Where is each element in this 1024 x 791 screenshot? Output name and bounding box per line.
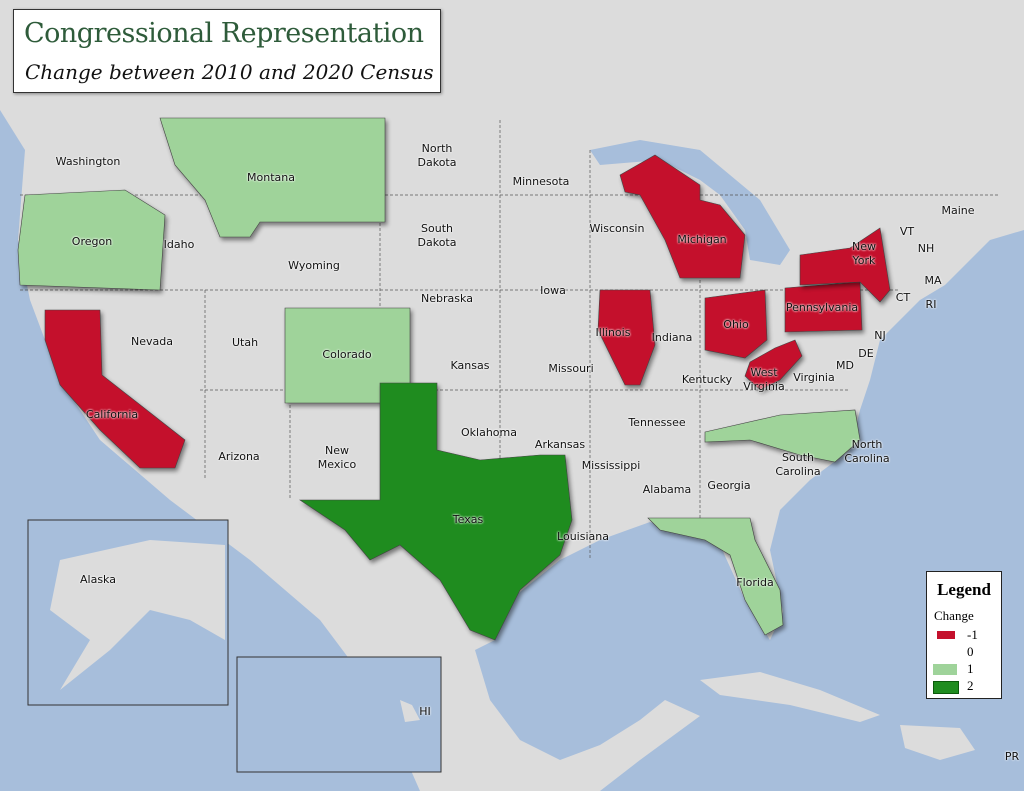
title-box: Congressional Representation Change betw… <box>13 9 441 93</box>
state-label-oklahoma: Oklahoma <box>461 426 517 439</box>
legend-label: 0 <box>967 644 974 659</box>
state-label-iowa: Iowa <box>540 284 566 297</box>
hispaniola <box>900 725 975 760</box>
state-label-louisiana: Louisiana <box>557 530 609 543</box>
state-west-virginia <box>744 339 803 391</box>
legend: Legend Change -1 0 1 2 <box>926 571 1002 699</box>
state-label-ri: RI <box>925 298 937 311</box>
state-label-new-york: New York <box>852 240 876 267</box>
state-label-virginia: Virginia <box>793 371 835 384</box>
state-label-pr: PR <box>1004 750 1020 763</box>
state-label-michigan: Michigan <box>677 233 727 246</box>
state-label-florida: Florida <box>736 576 774 589</box>
state-label-maine: Maine <box>941 204 975 217</box>
state-label-montana: Montana <box>247 171 295 184</box>
state-label-kentucky: Kentucky <box>681 373 733 386</box>
state-label-south-carolina: South Carolina <box>775 451 821 478</box>
state-label-west-virginia: West Virginia <box>743 366 785 393</box>
state-texas <box>299 382 573 641</box>
state-label-mississippi: Mississippi <box>581 459 641 472</box>
alaska-shape <box>50 540 225 690</box>
state-label-ohio: Ohio <box>723 318 749 331</box>
state-label-tennessee: Tennessee <box>628 416 686 429</box>
state-california <box>44 309 186 469</box>
state-label-missouri: Missouri <box>548 362 594 375</box>
state-label-utah: Utah <box>231 336 259 349</box>
state-label-new-mexico: New Mexico <box>317 444 357 471</box>
legend-label: -1 <box>967 627 978 642</box>
state-label-arkansas: Arkansas <box>534 438 586 451</box>
state-label-vt: VT <box>899 225 915 238</box>
state-oregon <box>17 189 166 291</box>
state-label-south-dakota: South Dakota <box>417 222 457 249</box>
state-label-alaska: Alaska <box>80 573 116 586</box>
legend-swatch <box>937 631 955 639</box>
state-label-nebraska: Nebraska <box>421 292 473 305</box>
state-label-illinois: Illinois <box>595 326 631 339</box>
legend-swatch <box>933 681 959 694</box>
map-subtitle: Change between 2010 and 2020 Census <box>25 60 434 84</box>
state-label-idaho: Idaho <box>163 238 195 251</box>
state-label-hi: HI <box>419 705 431 718</box>
state-label-ma: MA <box>924 274 942 287</box>
state-florida <box>647 517 784 636</box>
legend-item-2: 2 <box>933 678 997 694</box>
state-label-oregon: Oregon <box>71 235 113 248</box>
state-michigan <box>619 154 746 279</box>
legend-item-minus1: -1 <box>933 627 997 642</box>
legend-caption: Change <box>934 608 974 623</box>
state-label-washington: Washington <box>55 155 121 168</box>
state-label-nevada: Nevada <box>131 335 173 348</box>
state-label-alabama: Alabama <box>642 483 692 496</box>
state-ohio <box>704 289 768 359</box>
state-montana <box>159 117 386 238</box>
state-label-indiana: Indiana <box>651 331 693 344</box>
state-label-nh: NH <box>917 242 935 255</box>
state-label-wyoming: Wyoming <box>288 259 340 272</box>
hawaii-islands <box>400 700 420 722</box>
state-label-wisconsin: Wisconsin <box>589 222 645 235</box>
state-label-colorado: Colorado <box>322 348 372 361</box>
state-label-north-carolina: North Carolina <box>844 438 890 465</box>
state-illinois <box>597 289 656 386</box>
state-label-pennsylvania: Pennsylvania <box>785 301 859 314</box>
state-label-minnesota: Minnesota <box>512 175 570 188</box>
legend-heading: Legend <box>937 580 991 599</box>
map-title: Congressional Representation <box>24 18 424 49</box>
state-label-north-dakota: North Dakota <box>417 142 457 169</box>
state-label-nj: NJ <box>874 329 886 342</box>
state-pennsylvania <box>784 281 863 333</box>
great-lakes <box>590 140 790 265</box>
state-label-de: DE <box>858 347 874 360</box>
state-label-california: California <box>85 408 139 421</box>
legend-swatch <box>933 664 957 675</box>
legend-label: 1 <box>967 661 974 676</box>
state-label-md: MD <box>836 359 854 372</box>
legend-item-0: 0 <box>933 644 997 659</box>
state-label-arizona: Arizona <box>218 450 260 463</box>
legend-label: 2 <box>967 678 974 693</box>
state-label-texas: Texas <box>452 513 484 526</box>
state-label-kansas: Kansas <box>450 359 490 372</box>
state-borders <box>20 118 1000 560</box>
legend-item-1: 1 <box>933 661 997 676</box>
state-new-york <box>799 227 891 303</box>
cuba <box>700 672 880 722</box>
state-north-carolina <box>704 409 861 463</box>
state-label-ct: CT <box>895 291 911 304</box>
state-label-georgia: Georgia <box>707 479 751 492</box>
